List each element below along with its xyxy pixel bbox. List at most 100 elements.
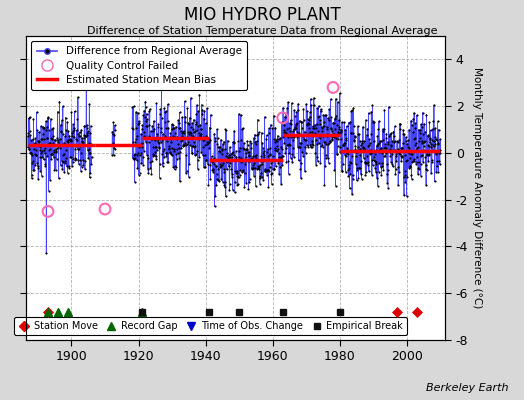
Point bbox=[52, 148, 61, 154]
Point bbox=[340, 119, 348, 126]
Point bbox=[300, 132, 309, 138]
Point bbox=[384, 140, 392, 147]
Point bbox=[324, 115, 332, 121]
Point bbox=[151, 136, 159, 143]
Point bbox=[132, 139, 140, 145]
Point bbox=[263, 167, 271, 173]
Point bbox=[246, 145, 255, 151]
Point bbox=[140, 132, 149, 139]
Point bbox=[203, 105, 211, 112]
Point bbox=[151, 153, 160, 159]
Point bbox=[420, 143, 428, 149]
Point bbox=[26, 128, 34, 134]
Point bbox=[147, 135, 155, 142]
Point bbox=[270, 165, 279, 172]
Point bbox=[217, 146, 226, 152]
Point bbox=[377, 144, 385, 151]
Point bbox=[356, 146, 365, 152]
Point bbox=[263, 171, 271, 178]
Point bbox=[299, 152, 308, 159]
Point bbox=[101, 206, 109, 212]
Point bbox=[32, 147, 40, 153]
Point bbox=[373, 133, 381, 139]
Point bbox=[385, 148, 393, 154]
Point bbox=[429, 118, 438, 124]
Point bbox=[296, 140, 304, 146]
Point bbox=[219, 179, 227, 185]
Point bbox=[209, 169, 217, 176]
Point bbox=[216, 163, 225, 170]
Point bbox=[77, 168, 85, 174]
Point bbox=[354, 175, 363, 181]
Point bbox=[266, 164, 274, 170]
Point bbox=[338, 119, 346, 125]
Point bbox=[29, 158, 37, 164]
Point bbox=[306, 129, 314, 135]
Point bbox=[297, 140, 305, 146]
Point bbox=[397, 145, 405, 151]
Point bbox=[273, 136, 281, 143]
Point bbox=[389, 128, 398, 135]
Point bbox=[384, 167, 392, 173]
Point bbox=[205, 144, 213, 151]
Point bbox=[199, 134, 208, 140]
Point bbox=[346, 130, 355, 136]
Point bbox=[291, 124, 300, 130]
Point bbox=[433, 118, 442, 124]
Point bbox=[173, 146, 181, 152]
Point bbox=[196, 122, 204, 128]
Point bbox=[272, 137, 280, 144]
Point bbox=[385, 146, 394, 152]
Point bbox=[318, 125, 326, 132]
Point bbox=[427, 127, 435, 133]
Point bbox=[235, 154, 244, 160]
Point bbox=[330, 134, 338, 140]
Point bbox=[187, 124, 195, 130]
Point bbox=[258, 174, 266, 181]
Point bbox=[161, 135, 169, 141]
Y-axis label: Monthly Temperature Anomaly Difference (°C): Monthly Temperature Anomaly Difference (… bbox=[472, 67, 482, 309]
Point bbox=[294, 157, 303, 164]
Point bbox=[240, 146, 248, 152]
Point bbox=[359, 155, 368, 161]
Point bbox=[432, 150, 440, 156]
Point bbox=[46, 140, 54, 146]
Point bbox=[394, 139, 402, 145]
Point bbox=[139, 162, 147, 168]
Point bbox=[353, 149, 361, 156]
Point bbox=[133, 165, 141, 171]
Point bbox=[225, 180, 234, 187]
Point bbox=[401, 168, 409, 174]
Point bbox=[292, 121, 300, 127]
Point bbox=[60, 169, 69, 175]
Point bbox=[416, 126, 424, 133]
Point bbox=[280, 140, 289, 146]
Point bbox=[133, 157, 141, 164]
Point bbox=[383, 161, 391, 168]
Point bbox=[407, 172, 416, 178]
Point bbox=[378, 160, 386, 167]
Point bbox=[24, 130, 32, 136]
Point bbox=[191, 142, 199, 149]
Point bbox=[226, 144, 234, 150]
Point bbox=[298, 149, 307, 156]
Point bbox=[70, 108, 79, 115]
Point bbox=[190, 144, 199, 150]
Point bbox=[330, 167, 339, 174]
Point bbox=[377, 172, 386, 178]
Point bbox=[343, 123, 351, 130]
Point bbox=[70, 125, 78, 131]
Point bbox=[436, 150, 444, 156]
Point bbox=[313, 154, 322, 160]
Point bbox=[404, 137, 412, 144]
Point bbox=[407, 176, 416, 182]
Point bbox=[150, 152, 158, 158]
Point bbox=[182, 167, 191, 174]
Point bbox=[314, 140, 323, 147]
Point bbox=[384, 185, 392, 192]
Point bbox=[241, 158, 249, 164]
Point bbox=[428, 159, 436, 165]
Point bbox=[289, 126, 298, 132]
Point bbox=[277, 156, 285, 162]
Point bbox=[74, 156, 83, 163]
